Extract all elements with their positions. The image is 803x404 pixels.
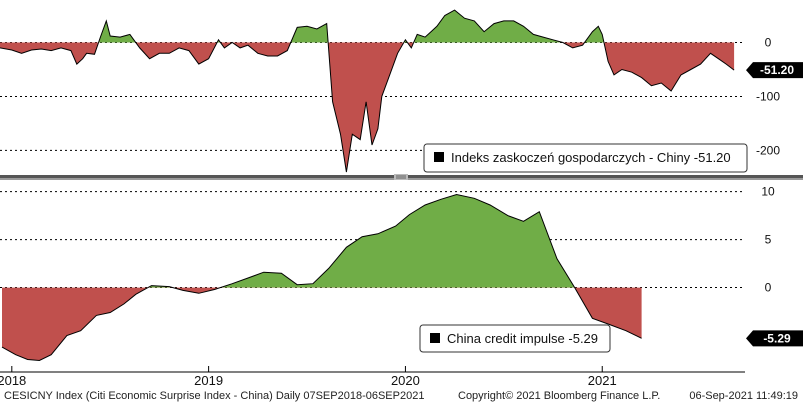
x-axis: 2018 2019 2020 2021 — [0, 366, 745, 388]
top-legend-box — [423, 143, 748, 173]
top-positive-area — [98, 10, 604, 43]
bottom-legend-label: China credit impulse -5.29 — [447, 331, 598, 346]
bottom-legend-box — [419, 324, 611, 353]
footer-timestamp: 06-Sep-2021 11:49:19 — [689, 390, 798, 402]
x-tick-label: 2019 — [194, 373, 223, 388]
top-last-value-label: -51.20 — [760, 63, 794, 77]
top-series-line — [0, 9, 735, 173]
bot-y-tick-label: 10 — [761, 185, 775, 199]
top-legend-swatch — [434, 152, 444, 162]
footer: CESICNY Index (Citi Economic Surprise In… — [4, 390, 798, 402]
bottom-last-value-marker: -5.29 — [746, 330, 803, 347]
top-y-tick-label: -200 — [756, 143, 780, 157]
top-y-tick-labels: 0 -100 -200 — [756, 35, 780, 157]
bottom-gridlines — [0, 191, 745, 289]
footer-index-info: CESICNY Index (Citi Economic Surprise In… — [4, 390, 424, 402]
footer-copyright: Copyright© 2021 Bloomberg Finance L.P. — [458, 390, 660, 402]
top-legend: Indeks zaskoczeń gospodarczych - Chiny -… — [423, 143, 748, 173]
x-tick-label: 2018 — [0, 373, 26, 388]
top-last-value-marker: -51.20 — [746, 62, 803, 79]
x-tick-label: 2021 — [588, 373, 617, 388]
bottom-legend-swatch — [430, 333, 440, 343]
bottom-series-line — [1, 193, 642, 362]
x-tick-label: 2020 — [391, 373, 420, 388]
top-last-value-badge — [746, 62, 803, 79]
bottom-positive-area — [147, 194, 575, 288]
panel-divider — [0, 174, 803, 180]
top-panel: 0 -100 -200 -51.20 Indeks zaskoczeń gospod… — [0, 9, 803, 173]
bottom-negative-area — [2, 287, 642, 361]
top-y-tick-label: -100 — [756, 89, 780, 103]
bot-y-tick-label: 5 — [765, 233, 772, 247]
top-y-tick-label: 0 — [765, 35, 772, 49]
bottom-panel: 10 5 0 -5.29 China credit impulse -5.29 20… — [0, 185, 803, 388]
bottom-last-value-badge — [746, 330, 803, 347]
panel-resize-handle[interactable] — [394, 174, 408, 180]
bot-y-tick-label: 0 — [765, 281, 772, 295]
bottom-last-value-label: -5.29 — [763, 331, 791, 345]
bottom-y-tick-labels: 10 5 0 — [761, 185, 775, 295]
top-legend-label: Indeks zaskoczeń gospodarczych - Chiny -… — [451, 150, 731, 165]
bottom-legend: China credit impulse -5.29 — [419, 324, 611, 353]
